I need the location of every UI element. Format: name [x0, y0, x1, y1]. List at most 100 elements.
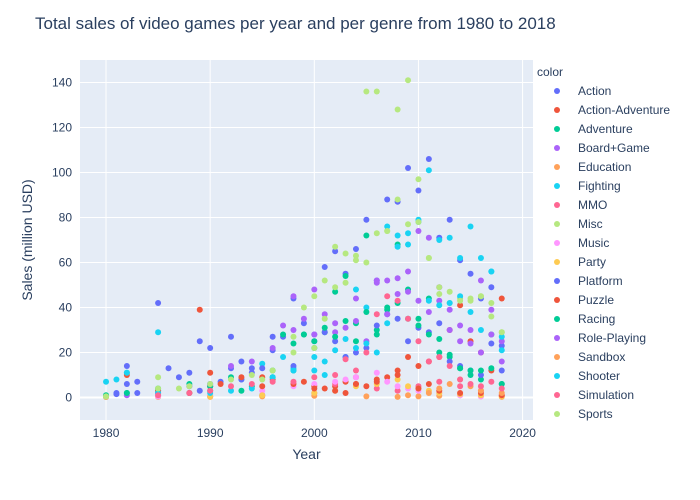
data-point[interactable] [467, 372, 474, 378]
data-point[interactable] [342, 250, 349, 257]
data-point[interactable] [467, 223, 474, 230]
data-point[interactable] [488, 306, 495, 313]
data-point[interactable] [446, 351, 453, 358]
data-point[interactable] [394, 376, 401, 383]
data-point[interactable] [498, 385, 505, 392]
data-point[interactable] [363, 216, 370, 223]
data-point[interactable] [186, 369, 193, 376]
data-point[interactable] [436, 385, 443, 392]
data-point[interactable] [467, 295, 474, 302]
data-point[interactable] [405, 77, 412, 84]
data-point[interactable] [384, 228, 391, 234]
data-point[interactable] [280, 354, 287, 360]
data-point[interactable] [436, 284, 443, 291]
data-point[interactable] [405, 221, 412, 228]
data-point[interactable] [311, 286, 318, 293]
data-point[interactable] [207, 387, 214, 394]
data-point[interactable] [467, 309, 474, 315]
data-point[interactable] [457, 255, 464, 261]
data-point[interactable] [311, 381, 318, 387]
data-point[interactable] [300, 315, 307, 322]
data-point[interactable] [384, 277, 391, 284]
data-point[interactable] [113, 390, 120, 396]
data-point[interactable] [300, 304, 307, 311]
data-point[interactable] [290, 363, 297, 369]
data-point[interactable] [342, 336, 349, 342]
data-point[interactable] [488, 284, 495, 291]
data-point[interactable] [228, 383, 234, 390]
data-point[interactable] [113, 376, 120, 383]
data-point[interactable] [248, 381, 255, 387]
data-point[interactable] [384, 223, 391, 230]
data-point[interactable] [477, 293, 484, 300]
data-point[interactable] [415, 363, 422, 369]
data-point[interactable] [457, 390, 464, 396]
data-point[interactable] [259, 365, 266, 372]
data-point[interactable] [352, 345, 359, 351]
data-point[interactable] [436, 302, 443, 309]
data-point[interactable] [321, 358, 328, 365]
data-point[interactable] [186, 383, 193, 390]
data-point[interactable] [415, 385, 422, 392]
data-point[interactable] [300, 378, 307, 385]
data-point[interactable] [238, 358, 245, 365]
data-point[interactable] [363, 232, 370, 239]
data-point[interactable] [457, 293, 464, 300]
data-point[interactable] [477, 383, 484, 390]
data-point[interactable] [363, 304, 370, 311]
data-point[interactable] [457, 383, 464, 390]
legend-item[interactable]: Action [554, 84, 611, 98]
data-point[interactable] [259, 387, 266, 394]
data-point[interactable] [384, 304, 391, 311]
data-point[interactable] [352, 295, 359, 302]
data-point[interactable] [352, 286, 359, 293]
data-point[interactable] [467, 327, 474, 333]
legend-item[interactable]: Music [554, 236, 609, 250]
data-point[interactable] [373, 349, 380, 356]
data-point[interactable] [332, 387, 339, 394]
data-point[interactable] [436, 291, 443, 297]
data-point[interactable] [394, 315, 401, 322]
data-point[interactable] [269, 378, 276, 385]
data-point[interactable] [394, 196, 401, 203]
data-point[interactable] [498, 381, 505, 387]
legend-item[interactable]: Education [554, 160, 631, 174]
data-point[interactable] [384, 196, 391, 203]
legend-item[interactable]: Party [554, 255, 606, 269]
legend-item[interactable]: Simulation [554, 388, 634, 402]
data-point[interactable] [207, 369, 214, 376]
data-point[interactable] [321, 277, 328, 284]
legend-item[interactable]: Fighting [554, 179, 621, 193]
data-point[interactable] [134, 390, 141, 396]
data-point[interactable] [446, 358, 453, 365]
data-point[interactable] [477, 376, 484, 383]
data-point[interactable] [165, 365, 172, 372]
data-point[interactable] [363, 383, 370, 390]
data-point[interactable] [436, 297, 443, 304]
data-point[interactable] [290, 378, 297, 385]
data-point[interactable] [290, 367, 297, 374]
data-point[interactable] [186, 390, 193, 396]
data-point[interactable] [311, 367, 318, 374]
data-point[interactable] [332, 284, 339, 291]
data-point[interactable] [373, 311, 380, 318]
data-point[interactable] [425, 381, 432, 387]
data-point[interactable] [332, 288, 339, 295]
data-point[interactable] [373, 327, 380, 333]
data-point[interactable] [477, 349, 484, 356]
data-point[interactable] [196, 387, 203, 394]
data-point[interactable] [373, 385, 380, 392]
data-point[interactable] [123, 369, 130, 376]
data-point[interactable] [321, 324, 328, 331]
data-point[interactable] [394, 291, 401, 297]
data-point[interactable] [321, 329, 328, 336]
data-point[interactable] [352, 257, 359, 264]
data-point[interactable] [415, 219, 422, 225]
data-point[interactable] [498, 342, 505, 349]
data-point[interactable] [405, 338, 412, 345]
data-point[interactable] [321, 264, 328, 270]
data-point[interactable] [373, 88, 380, 95]
data-point[interactable] [155, 374, 162, 381]
data-point[interactable] [384, 374, 391, 381]
data-point[interactable] [477, 387, 484, 394]
